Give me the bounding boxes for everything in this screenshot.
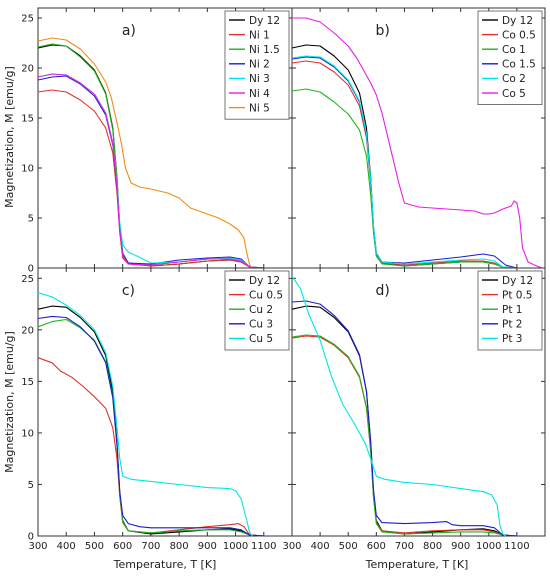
- y-tick-label: 5: [28, 480, 34, 491]
- legend-label: Ni 2: [249, 59, 270, 71]
- x-tick-label: 700: [395, 541, 414, 552]
- legend-label: Co 2: [502, 73, 526, 85]
- series-line: [291, 88, 517, 269]
- series-line: [37, 357, 264, 537]
- legend-label: Co 1.5: [502, 59, 536, 71]
- legend-label: Pt 0.5: [502, 289, 533, 301]
- x-tick-label: 400: [311, 541, 330, 552]
- x-tick-label: 300: [282, 541, 301, 552]
- series-line: [292, 17, 543, 269]
- y-tick-label: 5: [28, 214, 34, 225]
- series-line: [291, 55, 517, 269]
- legend-label: Dy 12: [502, 275, 533, 287]
- x-tick-label: 1100: [504, 541, 529, 552]
- series-line: [37, 315, 264, 537]
- legend-label: Cu 0.5: [249, 289, 283, 301]
- series-line: [291, 335, 517, 537]
- y-axis-label-top: Magnetization, M [emu/g]: [3, 66, 16, 208]
- legend-label: Ni 1: [249, 29, 270, 41]
- x-tick-label: 800: [170, 541, 189, 552]
- legend-label: Co 5: [502, 88, 526, 100]
- legend-label: Pt 2: [502, 319, 522, 331]
- legend-label: Dy 12: [502, 15, 533, 27]
- legend-label: Pt 1: [502, 304, 522, 316]
- y-tick-label: 20: [21, 64, 34, 75]
- x-tick-label: 1000: [223, 541, 248, 552]
- panel-label: c): [122, 283, 135, 299]
- series-line: [37, 73, 264, 269]
- y-tick-label: 0: [28, 264, 34, 275]
- series-line: [37, 292, 253, 537]
- series-line: [291, 334, 517, 537]
- x-tick-label: 900: [198, 541, 217, 552]
- x-tick-label: 1100: [251, 541, 276, 552]
- y-tick-label: 25: [21, 14, 34, 25]
- x-tick-label: 400: [57, 541, 76, 552]
- legend-box: [224, 10, 290, 120]
- panel-label: a): [122, 23, 136, 39]
- legend-label: Cu 5: [249, 333, 273, 345]
- legend-label: Ni 5: [249, 102, 270, 114]
- x-tick-label: 900: [451, 541, 470, 552]
- legend-label: Co 1: [502, 44, 526, 56]
- x-tick-label: 800: [423, 541, 442, 552]
- x-tick-label: 300: [28, 541, 47, 552]
- legend-label: Ni 1.5: [249, 44, 280, 56]
- x-tick-label: 500: [85, 541, 104, 552]
- legend-label: Dy 12: [249, 15, 280, 27]
- x-tick-label: 600: [367, 541, 386, 552]
- y-tick-label: 15: [21, 114, 34, 125]
- series-line: [37, 37, 253, 269]
- plot-frame: [291, 267, 546, 537]
- x-tick-label: 700: [141, 541, 160, 552]
- panel-label: d): [375, 283, 389, 299]
- panel-label: b): [375, 23, 389, 39]
- legend-label: Co 0.5: [502, 29, 536, 41]
- legend-box: [477, 10, 543, 105]
- x-axis-label-left: Temperature, T [K]: [113, 558, 217, 571]
- x-tick-label: 500: [339, 541, 358, 552]
- x-tick-label: 600: [113, 541, 132, 552]
- y-tick-label: 10: [21, 428, 34, 439]
- x-tick-label: 1000: [476, 541, 501, 552]
- y-tick-label: 25: [21, 274, 34, 285]
- legend-label: Ni 4: [249, 88, 270, 100]
- legend-label: Ni 3: [249, 73, 270, 85]
- y-tick-label: 20: [21, 325, 34, 336]
- legend-box: [477, 270, 543, 351]
- legend-label: Cu 3: [249, 319, 273, 331]
- legend-label: Cu 2: [249, 304, 273, 316]
- y-tick-label: 15: [21, 377, 34, 388]
- series-line: [37, 318, 264, 537]
- legend-label: Dy 12: [249, 275, 280, 287]
- legend-box: [224, 270, 290, 351]
- y-axis-label-bottom: Magnetization, M [emu/g]: [3, 331, 16, 473]
- y-tick-label: 0: [28, 532, 34, 543]
- y-tick-label: 10: [21, 164, 34, 175]
- series-line: [291, 300, 517, 537]
- x-axis-label-right: Temperature, T [K]: [365, 558, 469, 571]
- series-line: [291, 275, 506, 537]
- plot-layer: 0 5 10 15 20 25 a) Dy 12 Ni 1 Ni 1.5 Ni 2 Ni 3 Ni 4 N…: [21, 7, 546, 552]
- legend-label: Pt 3: [502, 333, 522, 345]
